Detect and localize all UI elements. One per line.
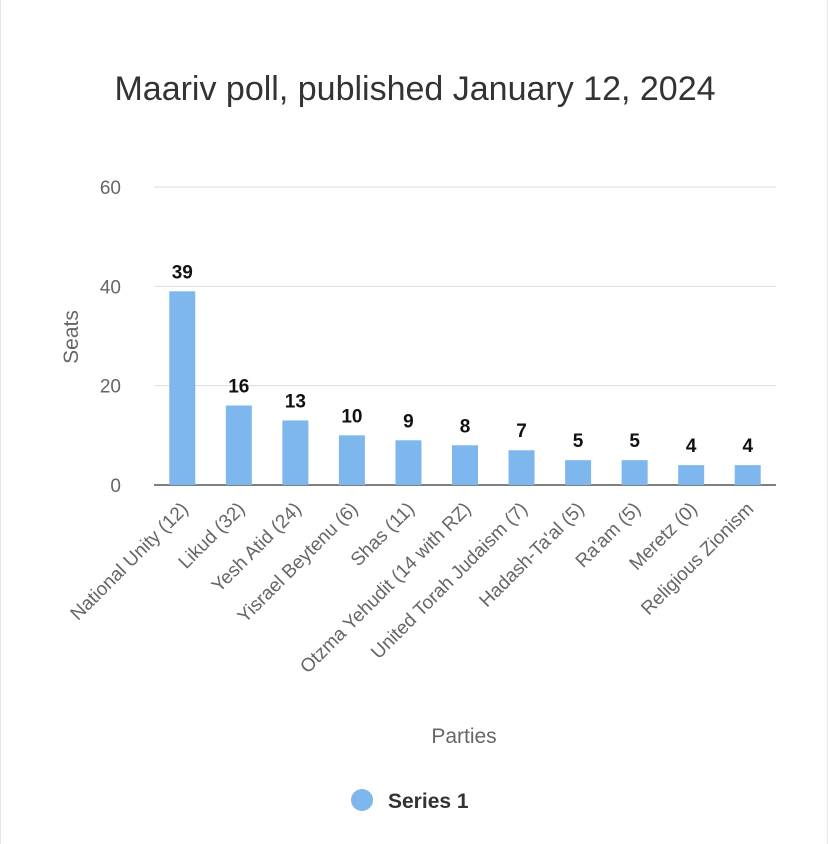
data-label: 10 <box>341 406 362 427</box>
bar <box>169 291 196 485</box>
bar <box>338 435 365 485</box>
bar <box>734 465 761 485</box>
data-label: 5 <box>573 431 584 452</box>
data-label: 13 <box>285 391 306 412</box>
y-tick-label: 20 <box>100 377 121 398</box>
data-label: 9 <box>403 411 414 432</box>
data-labels: 39 16 13 10 9 8 7 5 5 4 4 <box>172 262 754 457</box>
legend: Series 1 <box>351 789 469 813</box>
bar <box>282 420 309 485</box>
y-tick-label: 40 <box>100 277 121 298</box>
x-tick-label: National Unity (12) <box>67 499 193 625</box>
y-axis-ticks: 0 20 40 60 <box>100 178 121 497</box>
bars <box>169 291 761 485</box>
legend-marker <box>351 789 373 811</box>
bar <box>621 460 648 485</box>
bar <box>452 445 478 485</box>
chart-title: Maariv poll, published January 12, 2024 <box>114 70 716 108</box>
legend-label: Series 1 <box>388 790 469 813</box>
bar <box>565 460 592 485</box>
y-axis-title: Seats <box>60 310 83 364</box>
bar <box>508 450 535 485</box>
data-label: 4 <box>742 436 753 457</box>
y-tick-label: 60 <box>100 178 121 199</box>
x-axis-ticks: National Unity (12)Likud (32)Yesh Atid (… <box>67 499 759 678</box>
data-label: 8 <box>460 416 471 437</box>
x-tick-label: Hadash-Ta'al (5) <box>476 499 589 612</box>
data-label: 39 <box>172 262 193 283</box>
data-label: 7 <box>516 421 527 442</box>
bar <box>225 405 252 485</box>
data-label: 16 <box>228 377 249 398</box>
x-axis-title: Parties <box>431 725 496 748</box>
data-label: 5 <box>629 431 640 452</box>
bar <box>395 440 422 485</box>
y-tick-label: 0 <box>110 476 121 497</box>
bar <box>678 465 705 485</box>
data-label: 4 <box>686 436 697 457</box>
